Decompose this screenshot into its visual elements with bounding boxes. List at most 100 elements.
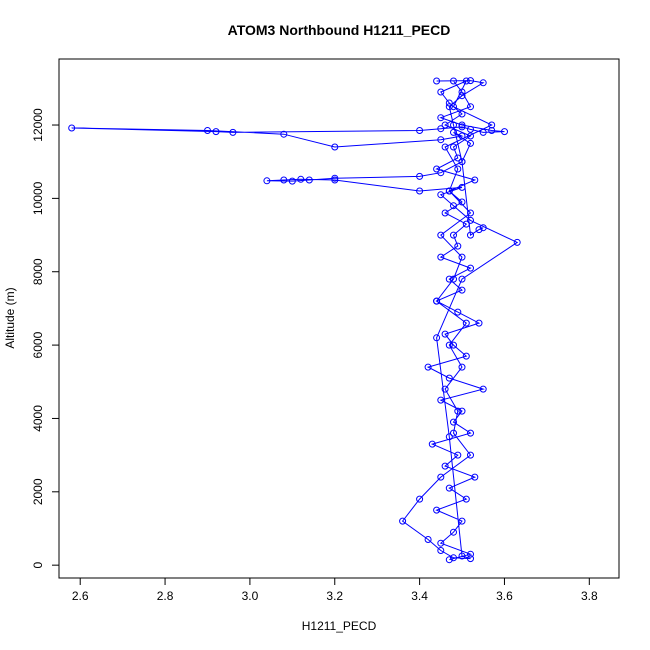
data-point xyxy=(441,462,449,470)
data-point xyxy=(433,334,441,342)
data-point xyxy=(467,429,474,437)
data-point xyxy=(458,363,466,371)
data-point xyxy=(458,253,466,261)
y-axis-label: Altitude (m) xyxy=(3,287,17,348)
data-point xyxy=(437,539,445,547)
data-point xyxy=(467,451,474,459)
data-point xyxy=(450,231,457,239)
data-point xyxy=(450,554,457,562)
data-point xyxy=(445,99,453,107)
data-point xyxy=(437,125,445,133)
data-point xyxy=(305,176,313,184)
data-point xyxy=(458,92,466,100)
data-point xyxy=(458,110,466,118)
data-point xyxy=(450,528,457,536)
data-point xyxy=(437,231,445,239)
data-point xyxy=(433,165,441,173)
data-point xyxy=(467,231,474,239)
data-point xyxy=(462,352,470,360)
data-point xyxy=(437,547,445,554)
data-point xyxy=(437,191,445,199)
data-point xyxy=(441,330,449,338)
data-point xyxy=(450,202,457,210)
data-point xyxy=(479,224,487,232)
y-tick-label: 6000 xyxy=(31,331,45,358)
data-point xyxy=(454,451,462,459)
data-point xyxy=(450,121,457,129)
data-point xyxy=(437,136,445,144)
data-point xyxy=(433,297,441,305)
data-point xyxy=(437,114,445,122)
data-point xyxy=(467,125,474,133)
data-point xyxy=(433,77,441,85)
x-tick-label: 2.8 xyxy=(157,589,174,603)
data-point xyxy=(450,103,457,111)
data-point xyxy=(428,440,436,448)
data-point xyxy=(458,121,466,129)
data-point xyxy=(441,385,449,393)
data-point xyxy=(458,286,466,294)
data-point xyxy=(416,172,424,180)
data-point xyxy=(280,130,288,138)
data-point xyxy=(513,238,521,246)
data-point xyxy=(437,396,445,404)
data-point xyxy=(467,555,474,563)
data-point xyxy=(424,363,432,371)
data-point xyxy=(458,552,466,560)
data-point xyxy=(454,154,462,162)
data-point xyxy=(467,77,474,85)
data-point xyxy=(458,132,466,140)
data-point xyxy=(454,407,462,415)
x-tick-label: 3.6 xyxy=(496,589,513,603)
data-point xyxy=(458,158,466,166)
data-point xyxy=(467,139,474,147)
series-layer xyxy=(68,77,521,564)
data-point xyxy=(458,407,466,415)
y-axis: 0 2000 4000 6000 8000 10000 12000 xyxy=(31,108,59,569)
data-point xyxy=(458,183,466,191)
data-point xyxy=(263,177,271,185)
data-point xyxy=(445,187,453,195)
y-tick-label: 4000 xyxy=(31,405,45,432)
data-point xyxy=(454,165,462,173)
data-point xyxy=(229,128,237,136)
data-point xyxy=(450,341,457,349)
y-tick-label: 2000 xyxy=(31,478,45,505)
data-point xyxy=(450,143,457,151)
data-point xyxy=(445,484,453,492)
data-point xyxy=(462,495,470,503)
data-point xyxy=(454,242,462,250)
x-tick-label: 3.4 xyxy=(411,589,428,603)
data-point xyxy=(501,128,508,136)
data-point xyxy=(445,275,453,283)
series-line xyxy=(71,79,519,561)
data-point xyxy=(458,275,466,283)
data-point xyxy=(467,132,474,140)
data-point xyxy=(458,88,466,96)
data-point xyxy=(445,556,453,564)
data-point xyxy=(479,385,487,393)
data-point xyxy=(471,473,479,481)
data-point xyxy=(441,143,449,151)
data-point xyxy=(454,308,462,316)
data-point xyxy=(437,88,445,96)
data-point xyxy=(450,275,457,283)
data-point xyxy=(458,517,466,525)
x-tick-label: 3.8 xyxy=(581,589,598,603)
data-point xyxy=(331,174,339,182)
data-point xyxy=(475,319,483,327)
data-point xyxy=(437,169,445,177)
data-point xyxy=(450,77,457,85)
data-point xyxy=(441,209,449,217)
data-point xyxy=(450,418,457,426)
data-point xyxy=(479,79,487,87)
data-point xyxy=(467,550,474,558)
data-point xyxy=(212,128,220,136)
y-tick-label: 8000 xyxy=(31,258,45,285)
data-point xyxy=(467,103,474,111)
y-tick-label: 12000 xyxy=(31,108,45,142)
data-point xyxy=(475,226,483,234)
data-point xyxy=(467,264,474,272)
data-point xyxy=(450,429,457,437)
